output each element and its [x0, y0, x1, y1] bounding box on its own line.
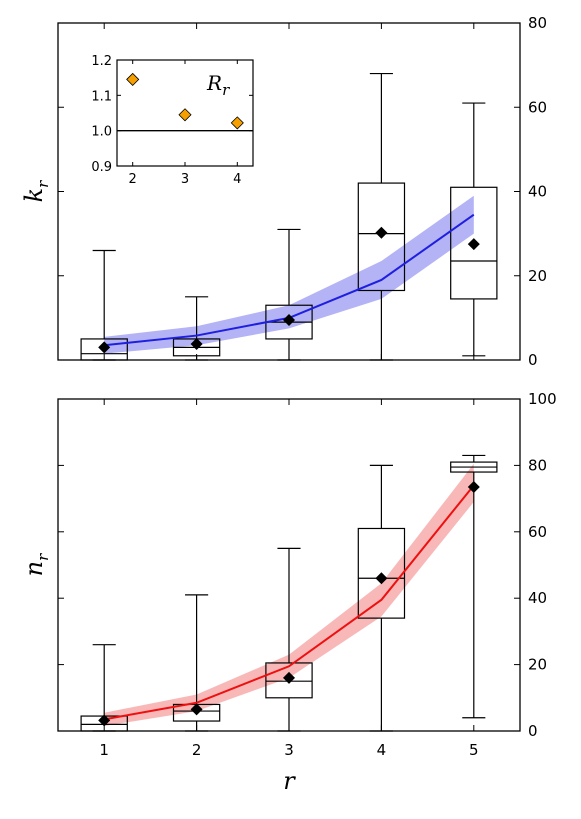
y-tick-label: 20	[528, 267, 547, 285]
box-3	[265, 547, 313, 732]
y-tick-label: 80	[528, 14, 547, 32]
mean-marker-3	[283, 671, 295, 684]
x-tick-label: 5	[469, 741, 479, 759]
inset-y-tick-label: 0.9	[91, 160, 112, 175]
mean-marker-1	[98, 714, 111, 727]
inset-y-tick-label: 1.0	[91, 125, 112, 140]
y-tick-label: 20	[528, 656, 547, 674]
inset-x-tick-label: 4	[233, 172, 241, 187]
x-tick-label: 1	[99, 741, 109, 759]
box-3	[265, 228, 313, 361]
y-axis-label-main: n	[20, 561, 48, 576]
box-iqr	[265, 662, 313, 699]
box-4	[357, 72, 406, 361]
mean-marker-2	[190, 337, 203, 350]
inset-y-tick-label: 1.2	[91, 54, 112, 69]
mean-marker-2	[190, 703, 203, 716]
mean-marker-3	[283, 313, 295, 326]
inset-point-2	[178, 108, 192, 122]
y-axis-label-sub: r	[34, 180, 52, 188]
y-tick-label: 100	[528, 390, 557, 408]
mean-marker-4	[375, 572, 388, 585]
mean-marker-5	[467, 238, 480, 251]
box-5	[450, 454, 498, 719]
inset-y-tick-label: 1.1	[91, 89, 112, 104]
y-axis-label: nr	[20, 553, 52, 576]
y-tick-label: 0	[528, 722, 538, 740]
x-tick-label: 2	[192, 741, 202, 759]
mean-marker-5	[467, 480, 480, 493]
y-axis-label-sub: r	[34, 553, 52, 561]
model-line	[104, 484, 475, 721]
box-iqr	[450, 186, 498, 300]
box-iqr	[357, 182, 406, 292]
box-iqr	[357, 527, 406, 619]
x-tick-label: 4	[377, 741, 387, 759]
inset-label: Rr	[206, 71, 230, 99]
inset-point-1	[126, 72, 140, 86]
inset-label-main: R	[206, 71, 222, 95]
y-tick-label: 0	[528, 351, 538, 369]
x-axis-label: r	[283, 767, 296, 795]
inset-label-sub: r	[222, 81, 230, 99]
inset-point-3	[230, 116, 244, 130]
y-tick-label: 40	[528, 183, 547, 201]
y-tick-label: 60	[528, 98, 547, 116]
y-axis-label-main: k	[20, 188, 48, 203]
y-tick-label: 40	[528, 589, 547, 607]
y-axis-label: kr	[20, 180, 52, 203]
inset-chart: 0.9 1.0 1.1 1.2 2 3 4 Rr	[91, 54, 254, 187]
x-tick-label: 3	[284, 741, 294, 759]
y-tick-label: 60	[528, 523, 547, 541]
mean-marker-1	[98, 341, 111, 354]
inset-x-tick-label: 2	[129, 172, 137, 187]
y-tick-label: 80	[528, 456, 547, 474]
mean-marker-4	[375, 226, 388, 239]
inset-x-tick-label: 3	[181, 172, 189, 187]
